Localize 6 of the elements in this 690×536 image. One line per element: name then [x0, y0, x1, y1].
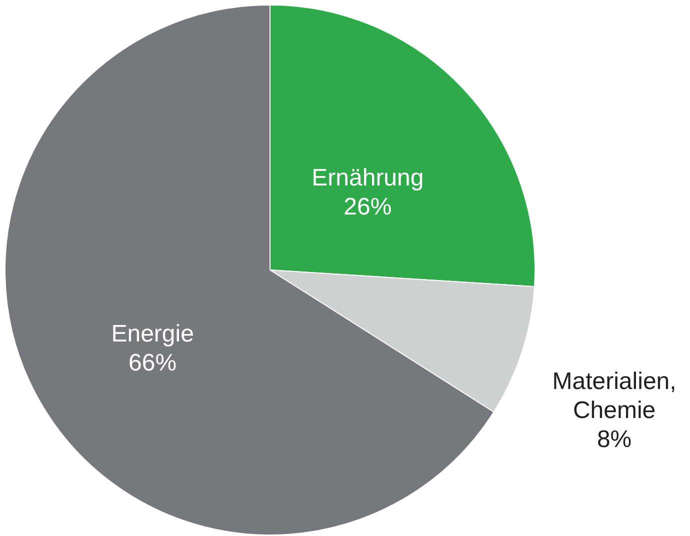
slice-label: Energie — [111, 320, 194, 348]
data-label: 26% — [344, 193, 392, 220]
slice-label: Ernährung — [312, 164, 424, 192]
data-label: 66% — [128, 350, 177, 377]
data-label: 8% — [596, 426, 632, 453]
slice-label: Materialien, Chemie — [552, 368, 676, 424]
